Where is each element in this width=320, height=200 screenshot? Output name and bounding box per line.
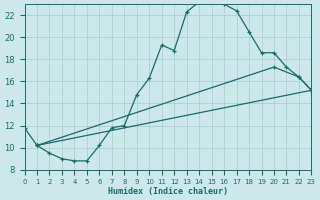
X-axis label: Humidex (Indice chaleur): Humidex (Indice chaleur) (108, 187, 228, 196)
